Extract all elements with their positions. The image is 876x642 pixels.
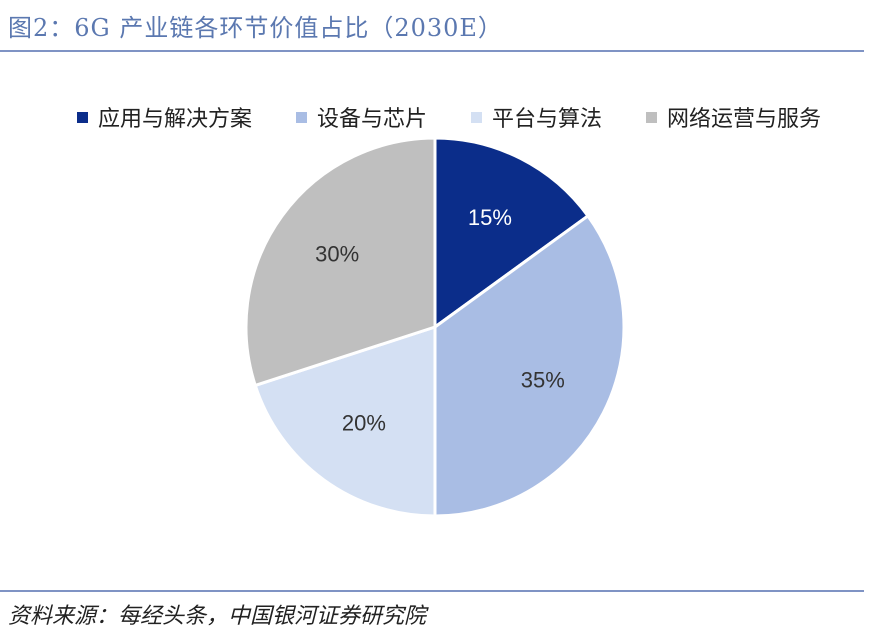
bottom-divider [0,590,864,592]
legend-item: 设备与芯片 [296,101,427,133]
pie-slices [244,136,626,518]
legend-item: 平台与算法 [471,101,602,133]
pie-data-label: 15% [468,205,512,230]
legend-swatch-0 [77,111,88,123]
pie-data-label: 30% [315,242,359,267]
legend-label: 设备与芯片 [317,107,428,132]
pie-slice [433,214,626,518]
pie-data-labels: 15% 35% 20% 30% [315,205,565,436]
chart-legend: 应用与解决方案 设备与芯片 平台与算法 网络运营与服务 [77,102,821,132]
legend-item: 网络运营与服务 [646,101,821,133]
top-divider [0,50,864,52]
pie-slice [244,136,437,387]
legend-label: 平台与算法 [492,107,603,132]
legend-swatch-2 [471,111,483,123]
chart-title: 图2：6G 产业链各环节价值占比（2030E） [8,14,503,42]
pie-data-label: 35% [521,368,565,393]
legend-swatch-1 [296,111,308,123]
pie-data-label: 20% [342,411,386,436]
pie-slice [433,136,590,329]
legend-label: 网络运营与服务 [667,107,822,132]
source-note: 资料来源：每经头条，中国银河证券研究院 [8,604,427,629]
legend-swatch-3 [646,111,658,123]
pie-slice [253,325,437,518]
legend-item: 应用与解决方案 [77,101,252,133]
legend-label: 应用与解决方案 [98,107,253,132]
